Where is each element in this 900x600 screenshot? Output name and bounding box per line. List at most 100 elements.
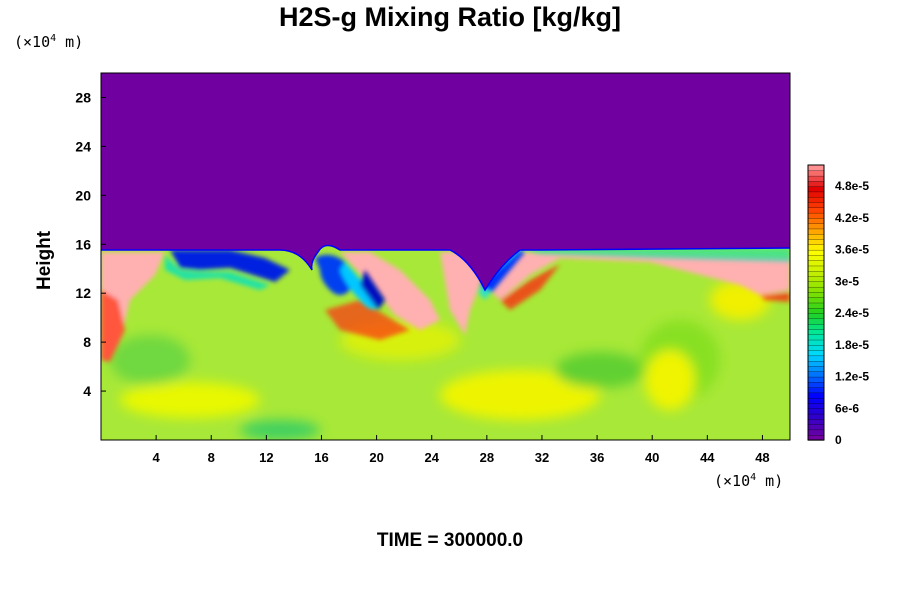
colorbar-segment	[807, 349, 825, 357]
x-tick-label: 40	[645, 450, 659, 465]
green-patch	[555, 352, 645, 388]
blue-filament	[360, 270, 385, 310]
colorbar-tick-label: 1.8e-5	[835, 338, 869, 352]
y-unit-suffix: m)	[56, 33, 84, 51]
colorbar-segment	[807, 344, 825, 351]
colorbar-segment	[807, 381, 825, 388]
colorbar-segment	[807, 312, 825, 320]
colorbar-segment	[807, 223, 825, 230]
x-axis-unit: (×104 m)	[714, 472, 783, 490]
x-unit-exponent: 4	[750, 472, 757, 483]
colorbar-segment	[807, 339, 825, 346]
x-tick-label: 28	[480, 450, 494, 465]
colorbar-tick-label: 1.2e-5	[835, 370, 869, 384]
green-patch	[240, 420, 320, 440]
colorbar-segment	[807, 270, 825, 277]
colorbar-segment	[807, 386, 825, 394]
x-tick-label: 32	[535, 450, 549, 465]
y-tick-label: 28	[75, 89, 91, 105]
colorbar-segment	[807, 328, 825, 335]
x-unit-prefix: (×10	[714, 472, 751, 490]
colorbar-segment	[807, 413, 825, 420]
colorbar-segment	[807, 191, 825, 198]
colorbar-segment	[807, 244, 825, 251]
x-tick-label: 12	[259, 450, 273, 465]
x-unit-suffix: m)	[756, 472, 784, 490]
y-tick-label: 24	[75, 138, 91, 154]
time-label: TIME = 300000.0	[376, 530, 524, 551]
y-tick-label: 8	[83, 334, 91, 350]
colorbar-segment	[807, 170, 825, 177]
upper-layer-field	[101, 73, 790, 290]
y-axis-ticks: 4 8 12 16 20 24 28	[75, 89, 106, 399]
yellow-patch	[645, 350, 695, 410]
colorbar-segment	[807, 265, 825, 272]
colorbar-segment	[807, 291, 825, 298]
colorbar-segment	[807, 207, 825, 214]
x-tick-label: 4	[153, 450, 161, 465]
colorbar-segment	[807, 371, 825, 378]
colorbar-segment	[807, 196, 825, 203]
x-tick-label: 20	[369, 450, 383, 465]
east-pink-band	[490, 252, 790, 300]
yellow-patch	[120, 382, 260, 418]
colorbar-segment	[807, 217, 825, 224]
colorbar-tick-label: 3e-5	[835, 274, 859, 288]
colorbar-segment	[807, 397, 825, 404]
y-unit-prefix: (×10	[14, 33, 51, 51]
colorbar-segment	[807, 260, 825, 267]
y-tick-label: 20	[75, 187, 91, 203]
x-tick-label: 16	[314, 450, 328, 465]
plot-area	[101, 73, 790, 440]
colorbar-segment	[807, 212, 825, 219]
colorbar-segment	[807, 228, 825, 235]
colorbar-segment	[807, 307, 825, 314]
y-tick-label: 12	[75, 285, 91, 301]
colorbar-segment	[807, 164, 825, 171]
colorbar-frame	[807, 164, 825, 441]
colorbar-tick-label: 6e-6	[835, 401, 859, 415]
x-tick-label: 8	[208, 450, 215, 465]
chart-title: H2S-g Mixing Ratio [kg/kg]	[278, 2, 621, 32]
colorbar-segment	[807, 175, 825, 182]
colorbar-tick-label: 4.2e-5	[835, 211, 869, 225]
colorbar-segment	[807, 281, 825, 288]
colorbar-segment	[807, 302, 825, 309]
colorbar-segment	[807, 360, 825, 367]
colorbar-segment	[807, 238, 825, 245]
colorbar-segment	[807, 233, 825, 240]
colorbar-segment	[807, 275, 825, 282]
colorbar-segment	[807, 318, 825, 325]
east-red-edge	[500, 264, 560, 310]
green-patch	[110, 335, 190, 385]
colorbar-segment	[807, 254, 825, 261]
colorbar-tick-label: 2.4e-5	[835, 306, 869, 320]
colorbar: 0 6e-6 1.2e-5 1.8e-5 2.4e-5 3e-5 3.6e-5 4.2e-5 4…	[807, 164, 869, 447]
colorbar-segment	[807, 423, 825, 431]
yellow-patch	[440, 370, 600, 420]
interface-structures	[165, 248, 790, 310]
y-axis-unit: (×104 m)	[14, 33, 83, 51]
blue-curl	[315, 254, 352, 295]
colorbar-segment	[807, 365, 825, 372]
colorbar-segment	[807, 323, 825, 330]
colorbar-tick-label: 3.6e-5	[835, 243, 869, 257]
colorbar-segment	[807, 392, 825, 399]
plot-frame	[100, 72, 791, 441]
colorbar-segment	[807, 355, 825, 362]
colorbar-tick-label: 0	[835, 433, 842, 447]
colorbar-tick-label: 4.8e-5	[835, 179, 869, 193]
x-tick-label: 44	[700, 450, 715, 465]
y-tick-label: 16	[75, 236, 91, 252]
colorbar-segment	[807, 180, 825, 187]
colorbar-segment	[807, 186, 825, 193]
y-unit-exponent: 4	[50, 33, 57, 44]
colorbar-segment	[807, 249, 825, 256]
center-red-edge	[325, 300, 410, 340]
blue-lobe	[170, 250, 290, 282]
cyan-rim-east	[520, 248, 790, 262]
x-axis-ticks: 4 8 12 16 20 24 28 32 36 40 44 48	[153, 435, 770, 465]
colorbar-segment	[807, 429, 825, 436]
interface-edge	[101, 244, 790, 292]
